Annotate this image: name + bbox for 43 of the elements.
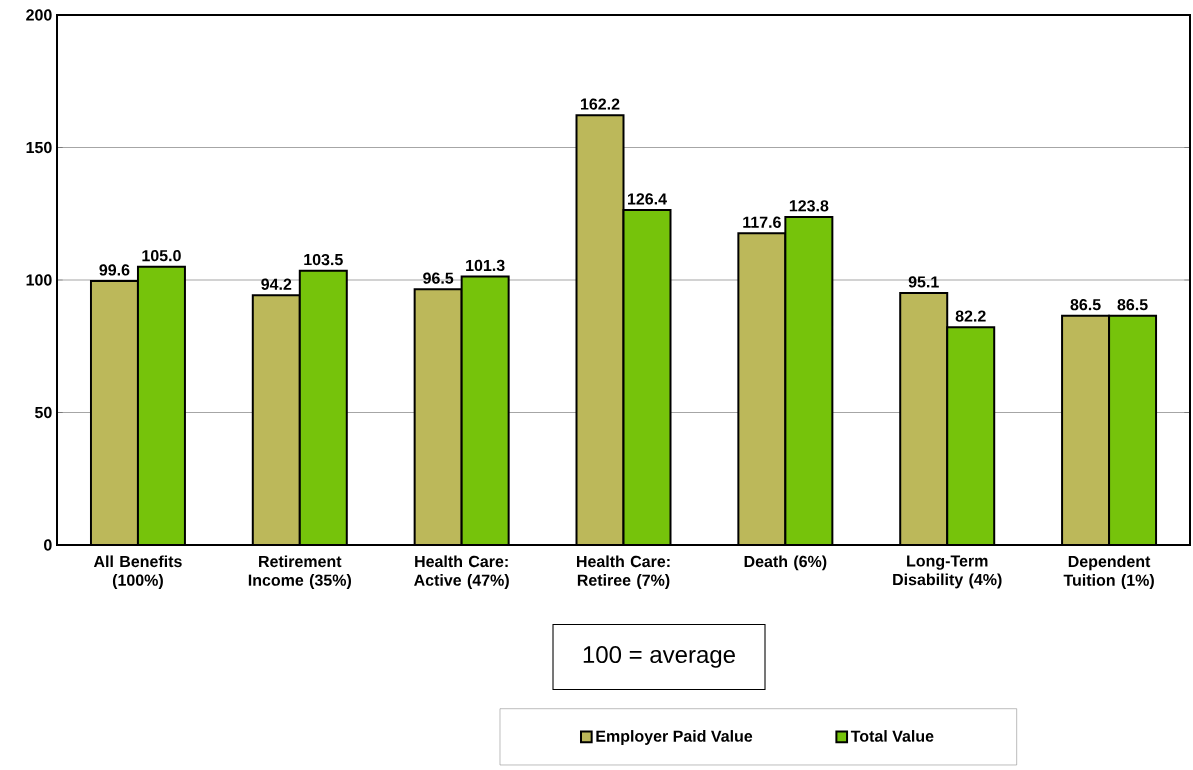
data-label: 103.5 bbox=[304, 253, 343, 266]
x-tick-label: Health Care: Active (47%) bbox=[414, 555, 509, 589]
bar bbox=[575, 114, 625, 545]
data-label: 117.6 bbox=[743, 216, 781, 228]
bar bbox=[89, 280, 139, 545]
bar bbox=[460, 275, 510, 545]
x-tick-label: Retirement Income (35%) bbox=[248, 555, 351, 589]
data-label: 94.2 bbox=[261, 278, 292, 290]
x-tick-label: Health Care: Retiree (7%) bbox=[577, 555, 670, 589]
bar bbox=[136, 265, 186, 545]
x-tick-label: Long-Term Disability (4%) bbox=[893, 555, 1002, 589]
data-label: 126.4 bbox=[627, 193, 667, 205]
bar bbox=[946, 326, 996, 545]
y-tick-label: 100 bbox=[26, 274, 52, 286]
bar bbox=[899, 291, 949, 545]
data-label: 82.2 bbox=[955, 310, 986, 322]
x-tick-label: All Benefits (100%) bbox=[93, 555, 182, 589]
data-label: 101.3 bbox=[466, 259, 505, 272]
data-label: 162.2 bbox=[580, 98, 620, 110]
bar bbox=[1108, 314, 1158, 545]
data-label: 99.6 bbox=[99, 264, 130, 276]
text: 100 = average bbox=[583, 646, 735, 668]
y-tick-label: 150 bbox=[26, 141, 52, 154]
y-tick-label: 200 bbox=[26, 9, 52, 21]
data-label: 86.5 bbox=[1070, 299, 1101, 311]
y-tick-label: 50 bbox=[35, 406, 52, 419]
legend-label: Employer Paid Value bbox=[596, 730, 753, 745]
legend-label: Total Value bbox=[850, 730, 934, 742]
bar bbox=[622, 209, 672, 545]
data-label: 123.8 bbox=[789, 200, 829, 212]
data-label: 105.0 bbox=[142, 249, 181, 262]
x-tick-label: Death (6%) bbox=[744, 555, 827, 571]
bar bbox=[251, 294, 301, 545]
data-label: 86.5 bbox=[1117, 299, 1148, 311]
bar bbox=[737, 232, 787, 545]
bar bbox=[1061, 314, 1111, 545]
bar bbox=[413, 288, 463, 545]
data-label: 95.1 bbox=[908, 276, 939, 288]
data-label: 96.5 bbox=[423, 272, 454, 284]
x-tick-label: Dependent Tuition (1%) bbox=[1063, 555, 1154, 589]
y-tick-label: 0 bbox=[44, 539, 52, 551]
bar bbox=[784, 215, 834, 545]
bar bbox=[298, 269, 348, 545]
